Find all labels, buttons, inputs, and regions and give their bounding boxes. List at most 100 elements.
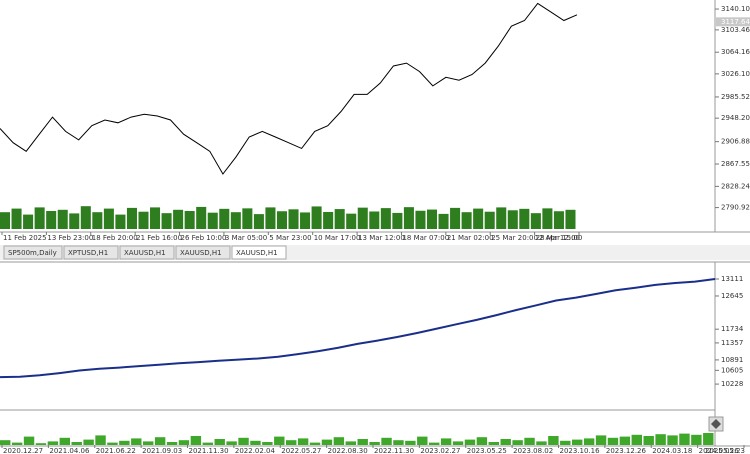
volume-bar xyxy=(429,442,440,445)
x-tick-label: 2020.12.27 xyxy=(3,447,43,454)
volume-bar xyxy=(69,213,80,229)
volume-bar xyxy=(92,212,103,229)
volume-bar xyxy=(369,211,380,229)
x-tick-label: 2023.05.25 xyxy=(467,447,507,454)
volume-bar xyxy=(655,434,666,445)
current-price-box xyxy=(716,17,750,27)
tab-label[interactable]: XAUUSD,H1 xyxy=(236,249,278,257)
x-tick-label: 2022.02.04 xyxy=(235,447,276,454)
volume-bar xyxy=(345,441,356,445)
volume-bar xyxy=(643,436,654,445)
y-tick-label: 2828.24 xyxy=(721,182,750,190)
volume-bar xyxy=(484,211,495,229)
volume-bar xyxy=(512,440,523,445)
volume-bar xyxy=(595,435,607,445)
x-tick-label: 2023.02.27 xyxy=(420,447,460,454)
volume-bar xyxy=(276,211,287,229)
volume-bar xyxy=(703,433,714,445)
y-tick-label: 10891 xyxy=(721,356,743,364)
x-tick-label: 25 Mar 20:00 xyxy=(491,234,538,242)
x-tick-label: 28 Mar 15:00 xyxy=(536,234,583,242)
volume-bar xyxy=(309,442,321,445)
volume-bar xyxy=(226,441,237,445)
x-tick-label: 2024.03.18 xyxy=(652,447,692,454)
volume-bar xyxy=(524,437,535,445)
x-tick-label: 18 Feb 20:00 xyxy=(92,234,138,242)
tab[interactable] xyxy=(3,245,63,260)
tab[interactable] xyxy=(119,245,175,260)
volume-bar xyxy=(173,209,184,229)
volume-bar xyxy=(691,434,702,445)
tab-label[interactable]: XPTUSD,H1 xyxy=(68,249,108,257)
x-tick-label: 18 Mar 07:00 xyxy=(402,234,449,242)
tab-label[interactable]: SP500m,Daily xyxy=(8,249,57,257)
volume-bar xyxy=(274,436,285,445)
x-tick-label: 11 Feb 2025 xyxy=(3,234,47,242)
volume-bar xyxy=(392,212,403,229)
volume-bar xyxy=(607,437,619,445)
volume-bar xyxy=(321,439,333,445)
volume-bar xyxy=(438,213,449,229)
volume-bar xyxy=(369,442,380,445)
tab-label[interactable]: XAUUSD,H1 xyxy=(124,249,166,257)
tab-label[interactable]: XAUUSD,H1 xyxy=(180,249,222,257)
volume-bar xyxy=(262,442,273,445)
volume-bar xyxy=(11,208,22,229)
volume-bar xyxy=(426,209,438,229)
volume-bar xyxy=(496,207,507,229)
volume-bar xyxy=(548,436,559,445)
y-tick-label: 3103.46 xyxy=(721,26,750,34)
volume-bar xyxy=(0,440,11,445)
volume-bar xyxy=(161,213,172,229)
price-line xyxy=(0,2,578,175)
scroll-button[interactable] xyxy=(708,416,724,432)
volume-bar xyxy=(265,207,276,229)
volume-bar xyxy=(488,442,499,445)
volume-bar xyxy=(253,214,264,229)
volume-bar xyxy=(403,207,414,229)
volume-bar xyxy=(452,441,464,445)
y-tick-label: 2790.92 xyxy=(721,204,750,212)
volume-bar xyxy=(415,210,426,229)
volume-bar xyxy=(119,440,130,445)
volume-bar xyxy=(476,437,488,445)
y-tick-label: 3026.10 xyxy=(721,70,750,78)
tab[interactable] xyxy=(63,245,119,260)
x-tick-label: 13 Mar 12:00 xyxy=(358,234,405,242)
volume-bar xyxy=(103,208,114,229)
x-tick-label: 2023.08.02 xyxy=(513,447,553,454)
x-tick-label: 5 Mar 23:00 xyxy=(269,234,311,242)
volume-bar xyxy=(47,441,59,445)
tab[interactable] xyxy=(175,245,231,260)
tab[interactable] xyxy=(231,245,287,260)
volume-bar xyxy=(507,210,518,229)
volume-bar xyxy=(207,212,218,229)
volume-bar xyxy=(196,206,207,229)
volume-bar xyxy=(59,437,70,445)
volume-bar xyxy=(23,214,34,229)
volume-bar xyxy=(631,434,642,445)
volume-bar xyxy=(583,438,595,445)
volume-bar xyxy=(346,213,357,229)
volume-bar xyxy=(619,436,631,445)
y-tick-label: 11734 xyxy=(721,325,744,333)
y-tick-label: 12645 xyxy=(721,292,743,300)
volume-bar xyxy=(238,437,249,445)
volume-bar xyxy=(530,213,541,229)
volume-bar xyxy=(461,212,472,229)
volume-bar xyxy=(560,440,571,445)
volume-bar xyxy=(46,211,57,229)
volume-bar xyxy=(450,207,461,229)
volume-bar xyxy=(184,211,195,229)
volume-bar xyxy=(679,433,690,445)
volume-bar xyxy=(473,208,484,229)
y-tick-label: 2948.20 xyxy=(721,114,750,122)
volume-bar xyxy=(572,439,583,445)
x-tick-label: 21 Feb 16:00 xyxy=(136,234,182,242)
volume-bar xyxy=(393,440,404,445)
volume-bar xyxy=(143,441,154,445)
volume-bar xyxy=(71,442,82,445)
volume-bar xyxy=(405,440,416,445)
volume-bar xyxy=(150,207,161,229)
current-price-label: 3117.64 xyxy=(721,18,750,26)
